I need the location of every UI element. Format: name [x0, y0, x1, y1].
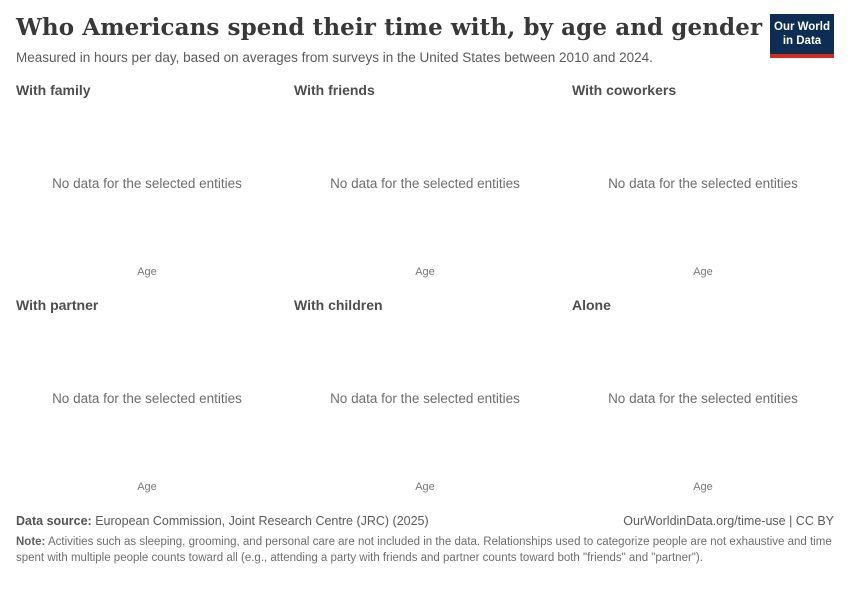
chart-area: No data for the selected entities: [572, 102, 834, 266]
chart-area: No data for the selected entities: [294, 102, 556, 266]
x-axis-label: Age: [415, 265, 435, 278]
panel-alone: Alone No data for the selected entities …: [572, 297, 834, 497]
panel-with-partner: With partner No data for the selected en…: [16, 297, 278, 497]
page-subtitle: Measured in hours per day, based on aver…: [16, 49, 653, 65]
chart-area: No data for the selected entities: [294, 317, 556, 481]
chart-area: No data for the selected entities: [16, 317, 278, 481]
no-data-message: No data for the selected entities: [52, 176, 242, 192]
x-axis-label: Age: [415, 480, 435, 493]
panel-with-children: With children No data for the selected e…: [294, 297, 556, 497]
panel-title: With partner: [16, 296, 99, 313]
chart-note: Note: Activities such as sleeping, groom…: [16, 535, 834, 567]
no-data-message: No data for the selected entities: [52, 391, 242, 407]
data-source-label: Data source:: [16, 513, 92, 528]
no-data-message: No data for the selected entities: [330, 176, 520, 192]
owid-logo[interactable]: Our World in Data: [770, 14, 834, 58]
chart-area: No data for the selected entities: [16, 102, 278, 266]
no-data-message: No data for the selected entities: [330, 391, 520, 407]
chart-area: No data for the selected entities: [572, 317, 834, 481]
panel-title: Alone: [572, 296, 611, 313]
panel-with-friends: With friends No data for the selected en…: [294, 82, 556, 282]
note-label: Note:: [16, 535, 46, 548]
header-text: Who Americans spend their time with, by …: [16, 14, 770, 65]
panel-title: With friends: [294, 81, 375, 98]
small-multiples-grid: With family No data for the selected ent…: [16, 82, 834, 497]
owid-logo-line1: Our World: [774, 21, 831, 33]
no-data-message: No data for the selected entities: [608, 391, 798, 407]
panel-title: With coworkers: [572, 81, 677, 98]
panel-with-coworkers: With coworkers No data for the selected …: [572, 82, 834, 282]
chart-header: Who Americans spend their time with, by …: [16, 14, 834, 65]
x-axis-label: Age: [693, 265, 713, 278]
panel-title: With family: [16, 81, 91, 98]
data-source: Data source: European Commission, Joint …: [16, 514, 429, 528]
panel-with-family: With family No data for the selected ent…: [16, 82, 278, 282]
no-data-message: No data for the selected entities: [608, 176, 798, 192]
owid-license-link[interactable]: OurWorldinData.org/time-use | CC BY: [623, 513, 834, 528]
panel-title: With children: [294, 296, 383, 313]
x-axis-label: Age: [137, 265, 157, 278]
x-axis-label: Age: [137, 480, 157, 493]
owid-logo-line2: in Data: [782, 35, 822, 48]
x-axis-label: Age: [693, 480, 713, 493]
page-title: Who Americans spend their time with, by …: [16, 14, 763, 41]
chart-footer: Data source: European Commission, Joint …: [16, 514, 834, 567]
source-line: Data source: European Commission, Joint …: [16, 514, 834, 528]
note-text: Activities such as sleeping, grooming, a…: [16, 535, 832, 564]
data-source-text: European Commission, Joint Research Cent…: [91, 513, 429, 528]
